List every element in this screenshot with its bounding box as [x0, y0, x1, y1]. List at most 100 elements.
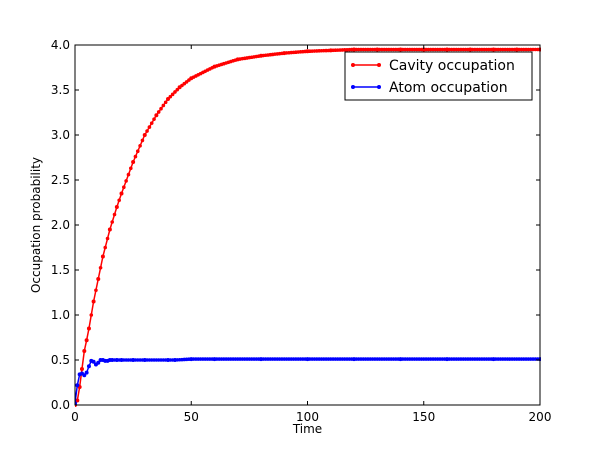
- y-tick-label: 2.0: [51, 218, 70, 232]
- series-marker: [140, 138, 145, 143]
- series-marker: [135, 149, 140, 153]
- data-point: [154, 113, 159, 118]
- series-marker: [94, 288, 98, 293]
- series-marker: [105, 236, 110, 241]
- series-marker: [152, 117, 156, 121]
- series-marker: [396, 47, 400, 52]
- series-marker: [442, 357, 447, 361]
- series-marker: [535, 47, 540, 52]
- x-tick-label: 200: [529, 410, 552, 424]
- legend-box: [344, 51, 533, 101]
- y-tick-label: 3.0: [51, 128, 70, 142]
- ticks-layer: 0 50 100 150 200 0.0 0.5 1.0 1.5 2.0 2.5 3.0 3.5 4.0: [51, 38, 552, 424]
- series-atom-occupation: [75, 357, 541, 406]
- series-marker: [419, 47, 424, 52]
- data-point: [91, 359, 96, 364]
- data-point: [114, 205, 119, 209]
- series-marker: [122, 185, 126, 189]
- series-marker: [349, 47, 354, 52]
- series-marker: [396, 357, 400, 361]
- x-tick-label: 50: [184, 410, 199, 424]
- series-layer: [75, 47, 541, 407]
- series-marker: [210, 65, 214, 70]
- data-point: [119, 191, 124, 196]
- series-marker: [303, 357, 307, 361]
- series-marker: [489, 357, 493, 361]
- y-tick-label: 3.5: [51, 83, 70, 97]
- series-marker: [110, 220, 114, 224]
- series-marker: [89, 313, 94, 317]
- series-marker: [187, 357, 191, 362]
- data-point: [84, 370, 89, 375]
- data-point: [75, 383, 80, 388]
- data-point: [91, 299, 96, 304]
- x-tick-label: 0: [71, 410, 79, 424]
- y-tick-label: 4.0: [51, 38, 70, 52]
- series-marker: [129, 166, 133, 171]
- series-marker: [163, 358, 168, 362]
- series-marker: [512, 47, 517, 52]
- data-point: [86, 364, 91, 369]
- series-marker: [112, 358, 117, 362]
- y-tick-label: 2.5: [51, 173, 70, 187]
- data-point: [107, 227, 112, 232]
- series-cavity-occupation: [75, 47, 541, 407]
- series-marker: [126, 172, 131, 177]
- series-marker: [98, 265, 103, 270]
- legend-entry: Atom occupation: [351, 80, 508, 96]
- legend-entries: Cavity occupation Atom occupation: [351, 58, 515, 96]
- series-marker: [129, 358, 133, 362]
- series-marker: [133, 154, 138, 159]
- series-marker: [489, 47, 493, 52]
- data-point: [84, 338, 89, 343]
- series-marker: [161, 103, 166, 108]
- legend: Cavity occupation Atom occupation: [344, 51, 533, 101]
- y-tick-label: 1.0: [51, 308, 70, 322]
- data-point: [79, 367, 84, 371]
- series-marker: [170, 358, 175, 362]
- series-marker: [140, 358, 145, 362]
- data-point: [86, 326, 91, 331]
- y-tick-label: 1.5: [51, 263, 70, 277]
- series-marker: [280, 51, 284, 56]
- legend-marker: [377, 63, 381, 67]
- data-point: [96, 277, 101, 281]
- series-marker: [103, 245, 108, 250]
- legend-marker: [377, 85, 381, 89]
- series-marker: [303, 49, 307, 54]
- data-point: [100, 254, 105, 259]
- x-tick-label: 100: [296, 410, 319, 424]
- series-marker: [168, 94, 173, 99]
- series-marker: [233, 58, 238, 62]
- legend-label: Atom occupation: [389, 80, 508, 96]
- series-marker: [117, 198, 121, 203]
- series-marker: [466, 47, 470, 52]
- data-point: [82, 373, 87, 378]
- series-marker: [173, 90, 177, 94]
- y-tick-label: 0.0: [51, 398, 70, 412]
- series-marker: [117, 358, 121, 362]
- data-point: [75, 398, 80, 403]
- series-marker: [373, 47, 377, 52]
- series-marker: [149, 121, 154, 125]
- y-tick-label: 0.5: [51, 353, 70, 367]
- series-marker: [156, 110, 161, 114]
- series-marker: [124, 179, 128, 183]
- series-marker: [112, 212, 117, 217]
- series-marker: [326, 48, 331, 53]
- legend-marker: [351, 63, 355, 67]
- legend-entry: Cavity occupation: [351, 58, 515, 74]
- legend-marker: [351, 85, 355, 89]
- legend-label: Cavity occupation: [389, 58, 515, 74]
- data-point: [166, 97, 170, 101]
- series-marker: [175, 87, 180, 92]
- series-marker: [138, 144, 142, 148]
- series-marker: [256, 54, 261, 58]
- data-point: [131, 160, 136, 164]
- series-marker: [159, 106, 163, 111]
- x-tick-label: 150: [412, 410, 435, 424]
- series-marker: [145, 129, 149, 133]
- series-marker: [256, 357, 261, 361]
- series-marker: [349, 357, 354, 361]
